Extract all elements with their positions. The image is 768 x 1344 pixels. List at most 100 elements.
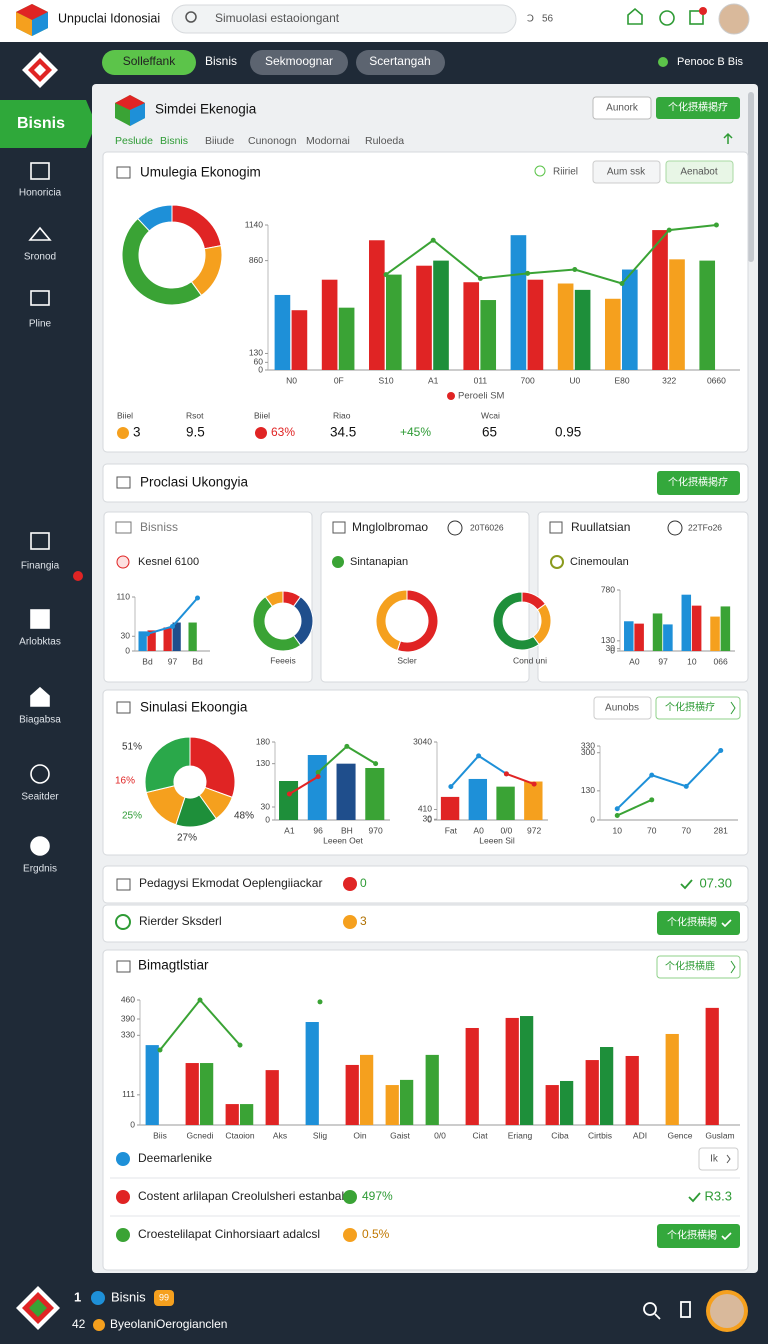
button-label[interactable]: Aunork (606, 103, 639, 114)
subtab[interactable]: Ruloeda (365, 135, 404, 147)
footer-text: Bisnis (111, 1289, 146, 1304)
bar (505, 1017, 519, 1125)
button-label[interactable]: Aunobs (605, 703, 639, 714)
line-point (572, 267, 578, 273)
button[interactable] (698, 1147, 739, 1171)
search-badge: Ↄ (527, 14, 534, 25)
x-tick-label: A0 (473, 825, 484, 835)
x-tick-label: A0 (629, 656, 640, 666)
card-title: Ruullatsian (571, 520, 630, 534)
button[interactable] (592, 96, 652, 120)
stat-value: 0.95 (555, 425, 581, 440)
x-tick-label: 70 (647, 825, 657, 835)
check-icon (688, 1192, 701, 1203)
x-tick-label: 0F (334, 375, 344, 385)
button-primary[interactable] (657, 911, 740, 935)
card-title: Mnglolbromao (352, 520, 428, 534)
control-label[interactable]: Riiriel (553, 167, 578, 178)
y-tick-label: 300 (581, 747, 595, 757)
header-icons[interactable] (627, 7, 704, 26)
button-label[interactable]: 个化摂横掲疗 (668, 476, 728, 489)
button[interactable] (665, 160, 734, 184)
sidebar-item[interactable]: Finangia (21, 561, 60, 572)
subtab[interactable]: Biiude (205, 135, 234, 147)
subtab[interactable]: Peslude (115, 135, 153, 147)
sidebar-item[interactable]: Pline (29, 319, 52, 330)
sidebar-item[interactable]: Ergdnis (23, 864, 57, 875)
footer-icons[interactable] (643, 1301, 691, 1320)
app-logo (16, 4, 48, 36)
x-tick-label: 700 (521, 375, 535, 385)
sidebar-active-label[interactable]: Bisnis (17, 115, 65, 132)
button-label[interactable]: 个化摂横掲 (667, 916, 717, 929)
sidebar (0, 82, 92, 1275)
row[interactable] (102, 865, 749, 904)
chart-caption: Leeen Oet (323, 835, 363, 845)
tab[interactable]: Bisnis (205, 54, 237, 68)
sidebar-item[interactable]: Honoricia (19, 188, 62, 199)
x-tick-label: A1 (428, 375, 439, 385)
card-subtitle: Sintanapian (350, 556, 408, 568)
sidebar-icons (28, 162, 52, 856)
line-series (616, 798, 653, 817)
chart-caption: Leeen Sil (479, 835, 515, 845)
button-label[interactable]: Aum ssk (607, 167, 646, 178)
footer-dot (93, 1319, 105, 1331)
tab-pill[interactable] (356, 50, 445, 75)
line-point (614, 806, 620, 812)
y-tick-label: 0 (125, 645, 130, 655)
radio[interactable] (534, 165, 546, 177)
user-avatar[interactable] (718, 3, 750, 35)
button-primary[interactable] (657, 1224, 740, 1248)
subtab[interactable]: Cunonogn (248, 135, 297, 147)
subtab[interactable]: Bisnis (160, 135, 188, 147)
y-tick-label: 860 (249, 255, 263, 265)
list-dot (343, 1228, 357, 1242)
button-label[interactable]: 个化摂横掲 (667, 1229, 717, 1242)
button-primary[interactable] (656, 97, 740, 119)
x-tick-label: S10 (378, 375, 393, 385)
button-label[interactable]: Ik (710, 1154, 719, 1165)
bar (345, 1064, 359, 1125)
x-tick-label: 066 (714, 656, 728, 666)
button-label[interactable]: 个化摂横鹿 (665, 960, 715, 973)
tab[interactable]: Sekmoognar (265, 54, 333, 68)
button[interactable] (592, 160, 661, 184)
button[interactable] (593, 696, 652, 720)
button-primary[interactable] (657, 471, 740, 495)
chevron (730, 960, 736, 974)
button-label[interactable]: 个化摂横疗 (665, 701, 715, 714)
sidebar-item[interactable]: Seaitder (21, 792, 59, 803)
sidebar-item[interactable]: Sronod (24, 252, 56, 263)
pie-label: 48% (234, 811, 254, 822)
up-arrow[interactable] (723, 132, 733, 144)
line-point (157, 1047, 163, 1053)
bar (279, 781, 299, 820)
notification-dot (699, 7, 707, 15)
button[interactable] (656, 955, 741, 979)
line-point (649, 797, 655, 803)
sidebar-active[interactable] (0, 100, 96, 148)
row[interactable] (102, 904, 749, 943)
line-point (531, 781, 537, 787)
button-label[interactable]: 个化摂横掲疗 (668, 101, 728, 114)
tab-active[interactable] (102, 50, 196, 75)
search-box[interactable] (171, 4, 517, 34)
tab-pill[interactable] (250, 50, 348, 75)
button-label[interactable]: Aenabot (680, 167, 717, 178)
button[interactable] (655, 696, 741, 720)
sidebar-item[interactable]: Arlobktas (19, 637, 61, 648)
x-tick-label: Gaist (390, 1130, 410, 1140)
x-tick-label: Bd (192, 656, 203, 666)
bar (265, 1070, 279, 1125)
row-icon (116, 878, 131, 891)
sidebar-item[interactable]: Biagabsa (19, 715, 61, 726)
y-tick-label: 0 (265, 814, 270, 824)
tab[interactable]: Solleffank (123, 54, 176, 68)
bar (147, 630, 156, 651)
card-title: Bimagtlstiar (138, 958, 209, 973)
bar (468, 778, 488, 820)
tab[interactable]: Scertangah (369, 54, 430, 68)
subtab[interactable]: Modornai (306, 135, 350, 147)
